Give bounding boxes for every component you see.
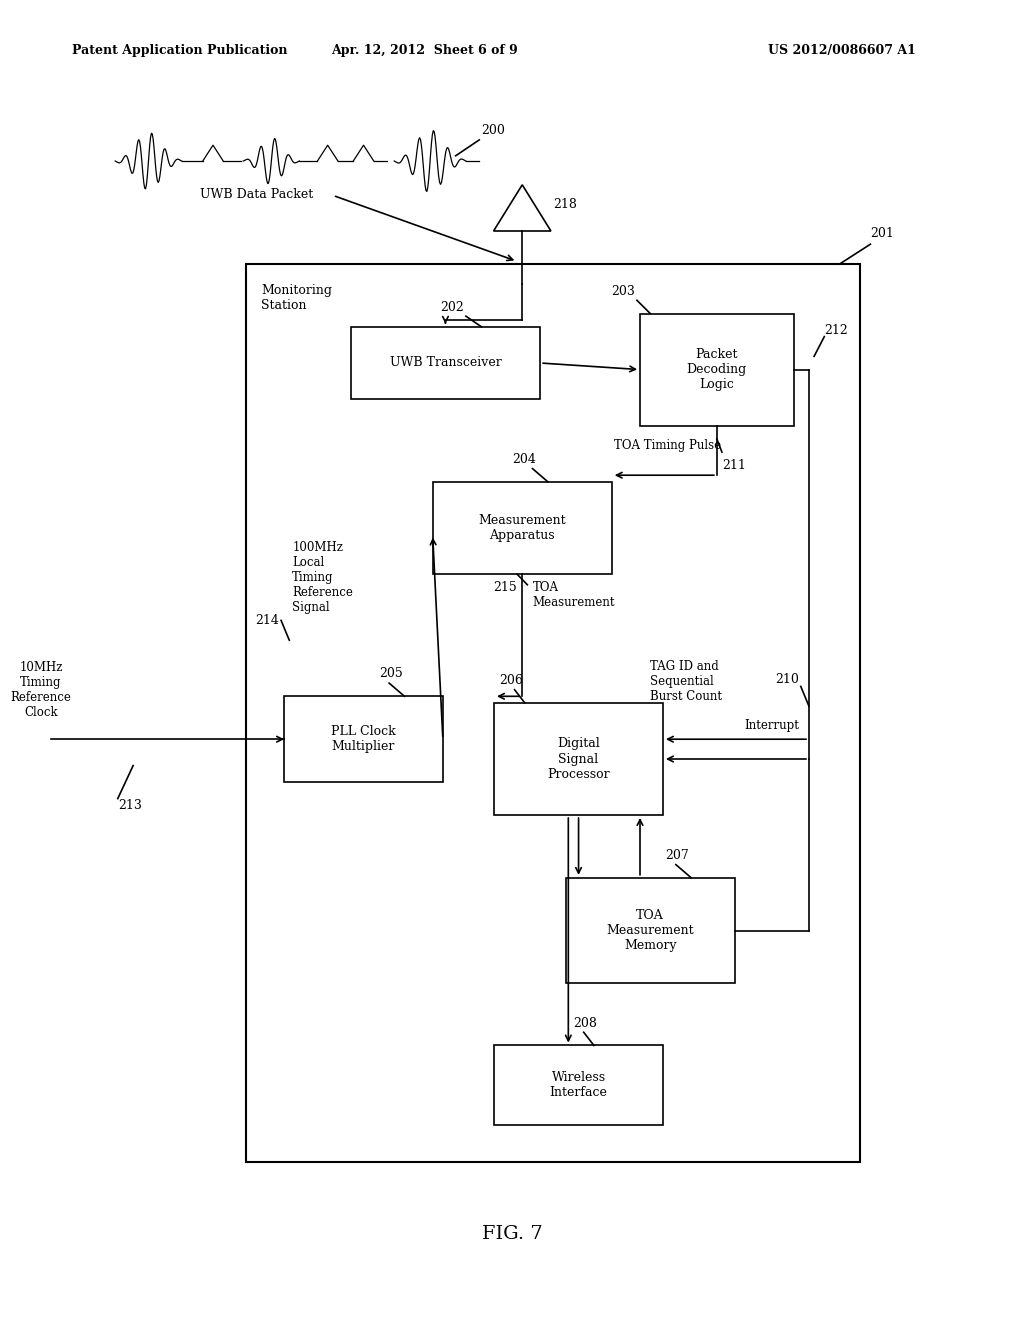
Text: Monitoring
Station: Monitoring Station (261, 284, 332, 312)
Text: TAG ID and
Sequential
Burst Count: TAG ID and Sequential Burst Count (650, 660, 722, 704)
Text: 10MHz
Timing
Reference
Clock: 10MHz Timing Reference Clock (10, 661, 72, 719)
Text: 214: 214 (255, 614, 279, 627)
Text: 210: 210 (775, 673, 799, 686)
Bar (350, 326, 541, 399)
Text: Measurement
Apparatus: Measurement Apparatus (478, 513, 566, 543)
Text: 202: 202 (440, 301, 464, 314)
Bar (494, 702, 664, 814)
Text: US 2012/0086607 A1: US 2012/0086607 A1 (768, 44, 915, 57)
Text: 215: 215 (494, 581, 517, 594)
Text: 204: 204 (512, 453, 536, 466)
Text: Patent Application Publication: Patent Application Publication (72, 44, 287, 57)
Text: Interrupt: Interrupt (743, 719, 799, 733)
Bar (432, 482, 611, 574)
Text: FIG. 7: FIG. 7 (481, 1225, 543, 1243)
Bar (246, 264, 860, 1162)
Text: Packet
Decoding
Logic: Packet Decoding Logic (687, 348, 746, 391)
Text: 100MHz
Local
Timing
Reference
Signal: 100MHz Local Timing Reference Signal (293, 541, 353, 614)
Text: 208: 208 (573, 1016, 597, 1030)
Bar (565, 878, 735, 983)
Text: Apr. 12, 2012  Sheet 6 of 9: Apr. 12, 2012 Sheet 6 of 9 (332, 44, 518, 57)
Text: 213: 213 (118, 799, 141, 812)
Text: TOA Timing Pulse: TOA Timing Pulse (614, 438, 722, 451)
Text: 205: 205 (379, 668, 402, 681)
Text: 206: 206 (499, 675, 523, 686)
Text: Wireless
Interface: Wireless Interface (550, 1071, 607, 1100)
Text: 207: 207 (666, 849, 689, 862)
Bar (494, 1045, 664, 1125)
Text: UWB Data Packet: UWB Data Packet (200, 187, 313, 201)
Bar (284, 697, 442, 781)
Text: PLL Clock
Multiplier: PLL Clock Multiplier (331, 725, 396, 754)
Text: 218: 218 (553, 198, 577, 211)
Polygon shape (494, 185, 551, 231)
Text: 200: 200 (481, 124, 505, 137)
Text: 212: 212 (824, 323, 848, 337)
Text: Digital
Signal
Processor: Digital Signal Processor (547, 738, 610, 780)
Text: 201: 201 (870, 227, 894, 240)
Text: TOA
Measurement: TOA Measurement (532, 581, 615, 609)
Bar (640, 314, 794, 425)
Text: TOA
Measurement
Memory: TOA Measurement Memory (606, 909, 694, 952)
Text: 211: 211 (722, 459, 745, 471)
Text: 203: 203 (611, 285, 635, 298)
Text: UWB Transceiver: UWB Transceiver (389, 356, 502, 370)
